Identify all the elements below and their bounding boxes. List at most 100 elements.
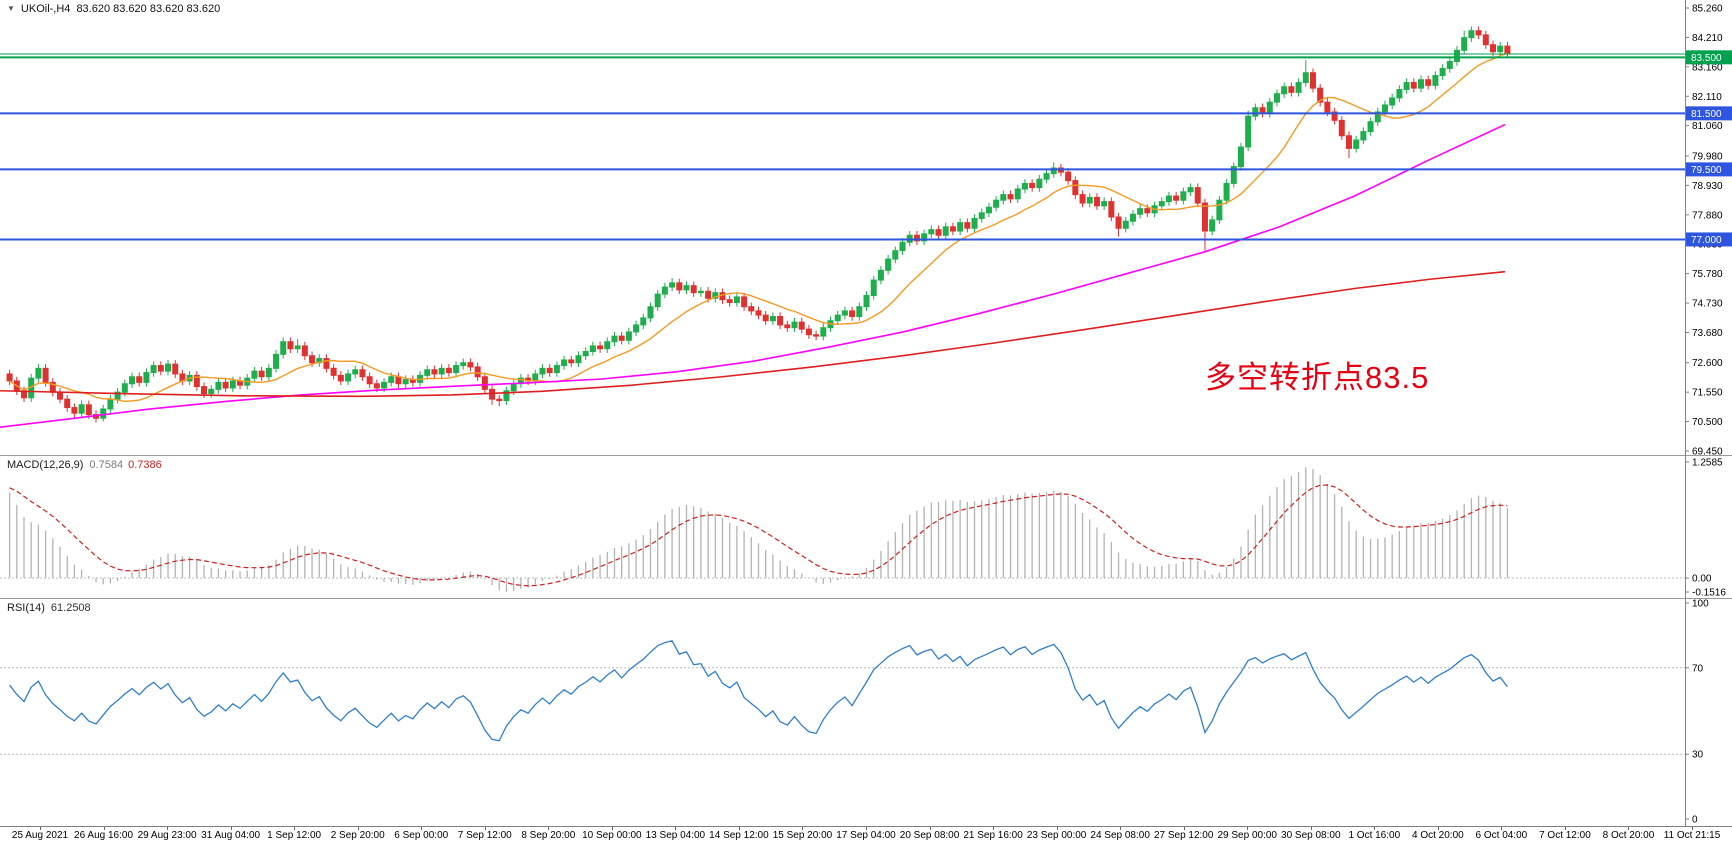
price-tick-label: 71.550 xyxy=(1692,388,1723,399)
svg-text:83.500: 83.500 xyxy=(1691,53,1722,64)
time-tick xyxy=(1310,827,1312,830)
time-label: 29 Aug 23:00 xyxy=(137,830,197,841)
price-level-badge xyxy=(1686,50,1732,65)
time-tick xyxy=(1692,827,1693,830)
time-label: 6 Oct 04:00 xyxy=(1475,830,1528,841)
time-tick xyxy=(40,827,41,830)
time-tick xyxy=(548,827,550,830)
chart-dropdown-icon[interactable]: ▼ xyxy=(7,4,15,13)
time-label: 10 Sep 00:00 xyxy=(582,830,642,841)
time-label: 1 Sep 12:00 xyxy=(267,830,322,841)
time-label: 24 Sep 08:00 xyxy=(1090,830,1150,841)
rsi-name: RSI(14) xyxy=(7,602,45,614)
time-label: 8 Oct 20:00 xyxy=(1602,830,1655,841)
svg-text:77.000: 77.000 xyxy=(1691,235,1722,246)
time-label: 4 Oct 20:00 xyxy=(1411,830,1464,841)
price-tick-label: 74.730 xyxy=(1692,299,1723,310)
time-tick xyxy=(675,827,677,830)
time-label: 7 Oct 12:00 xyxy=(1539,830,1591,841)
price-tick-label: 78.930 xyxy=(1692,181,1723,192)
time-label: 13 Sep 04:00 xyxy=(645,830,706,841)
time-tick xyxy=(802,827,804,830)
time-tick xyxy=(1501,827,1503,830)
time-tick xyxy=(1564,827,1566,830)
time-tick xyxy=(738,827,740,830)
macd-histogram xyxy=(8,467,1509,592)
price-tick-label: 73.680 xyxy=(1692,328,1723,339)
time-label: 26 Aug 16:00 xyxy=(74,830,134,841)
time-label: 1 Oct 16:00 xyxy=(1348,830,1401,841)
time-tick xyxy=(929,827,931,830)
price-tick-label: 70.500 xyxy=(1692,417,1723,428)
time-tick xyxy=(1437,827,1439,830)
rsi-value: 61.2508 xyxy=(50,602,91,614)
time-axis[interactable]: 25 Aug 2021 26 Aug 16:00 29 Aug 23:00 31 Au… xyxy=(0,827,1732,843)
time-label: 31 Aug 04:00 xyxy=(201,830,261,841)
time-tick xyxy=(1247,827,1249,830)
rsi-tick-label: 0 xyxy=(1692,815,1698,826)
price-tick-label: 83.160 xyxy=(1692,62,1723,73)
time-label: 14 Sep 12:00 xyxy=(709,830,769,841)
time-label: 2 Sep 20:00 xyxy=(330,830,385,841)
rsi-tick-label: 30 xyxy=(1692,750,1704,761)
time-tick xyxy=(294,827,296,830)
rsi-tick-label: 100 xyxy=(1692,599,1709,610)
time-label: 8 Sep 20:00 xyxy=(521,830,576,841)
time-tick xyxy=(1056,827,1058,830)
macd-tick-label: 1.2585 xyxy=(1692,458,1723,469)
price-chart-canvas: 85.260 84.210 83.160 82.110 81.060 79.980 78.9… xyxy=(0,0,1732,456)
macd-name: MACD(12,26,9) xyxy=(7,459,84,471)
time-tick xyxy=(484,827,486,830)
ma-mid-line xyxy=(0,123,1506,428)
price-chart-panel[interactable]: 85.260 84.210 83.160 82.110 81.060 79.980 78.9… xyxy=(0,0,1732,456)
rsi-canvas: 100 70 30 0 xyxy=(0,599,1709,827)
chart-header: ▼ UKOil-,H4 83.620 83.620 83.620 83.620 xyxy=(7,3,220,15)
time-label: 20 Sep 08:00 xyxy=(899,830,960,841)
macd-tick-label: 0.00 xyxy=(1692,574,1712,585)
price-tick-label: 72.600 xyxy=(1692,358,1723,369)
time-tick xyxy=(866,827,867,830)
time-label: 17 Sep 04:00 xyxy=(836,830,896,841)
time-label: 30 Sep 08:00 xyxy=(1281,830,1341,841)
price-level-badge xyxy=(1686,106,1732,121)
time-label: 27 Sep 12:00 xyxy=(1153,830,1214,841)
price-tick-label: 69.450 xyxy=(1692,447,1723,457)
time-label: 29 Sep 00:00 xyxy=(1217,830,1277,841)
macd-signal-line xyxy=(9,484,1508,587)
macd-label: MACD(12,26,9) 0.7584 0.7386 xyxy=(7,459,162,471)
time-label: 11 Oct 21:15 xyxy=(1663,830,1721,841)
macd-tick-label: -0.1516 xyxy=(1692,588,1726,599)
rsi-panel[interactable]: 100 70 30 0 RSI(14) 61.2508 xyxy=(0,599,1732,827)
price-tick-label: 77.880 xyxy=(1692,210,1723,221)
price-level-badge xyxy=(1686,162,1732,177)
price-tick-label: 85.260 xyxy=(1692,4,1723,15)
time-tick xyxy=(230,827,232,830)
time-tick xyxy=(1183,827,1185,830)
time-tick xyxy=(993,827,995,830)
macd-panel[interactable]: 1.2585 0.00 -0.1516 MACD(12,26,9) 0.7584 0.7… xyxy=(0,456,1732,599)
svg-text:81.500: 81.500 xyxy=(1691,109,1722,120)
time-label: 23 Sep 00:00 xyxy=(1026,830,1087,841)
time-label: 15 Sep 20:00 xyxy=(772,830,833,841)
ma-fast-line xyxy=(9,52,1508,403)
rsi-line xyxy=(9,640,1508,742)
time-tick xyxy=(1374,827,1376,830)
price-annotation-text[interactable]: 多空转折点83.5 xyxy=(1205,360,1430,395)
time-tick xyxy=(167,827,169,830)
svg-text:79.500: 79.500 xyxy=(1691,165,1722,176)
price-tick-label: 79.980 xyxy=(1692,151,1723,162)
price-tick-label: 84.210 xyxy=(1692,33,1723,44)
rsi-label: RSI(14) 61.2508 xyxy=(7,602,91,614)
price-tick-label: 82.110 xyxy=(1692,92,1722,103)
time-tick xyxy=(357,827,359,830)
time-tick xyxy=(1628,827,1630,830)
price-tick-label: 81.060 xyxy=(1692,121,1723,132)
time-tick xyxy=(611,827,613,830)
price-tick-label: 75.780 xyxy=(1692,269,1723,280)
time-label: 6 Sep 00:00 xyxy=(394,830,449,841)
time-label: 7 Sep 12:00 xyxy=(457,830,512,841)
time-tick xyxy=(421,827,423,830)
time-label: 21 Sep 16:00 xyxy=(963,830,1023,841)
ma-slow-line xyxy=(0,270,1506,398)
